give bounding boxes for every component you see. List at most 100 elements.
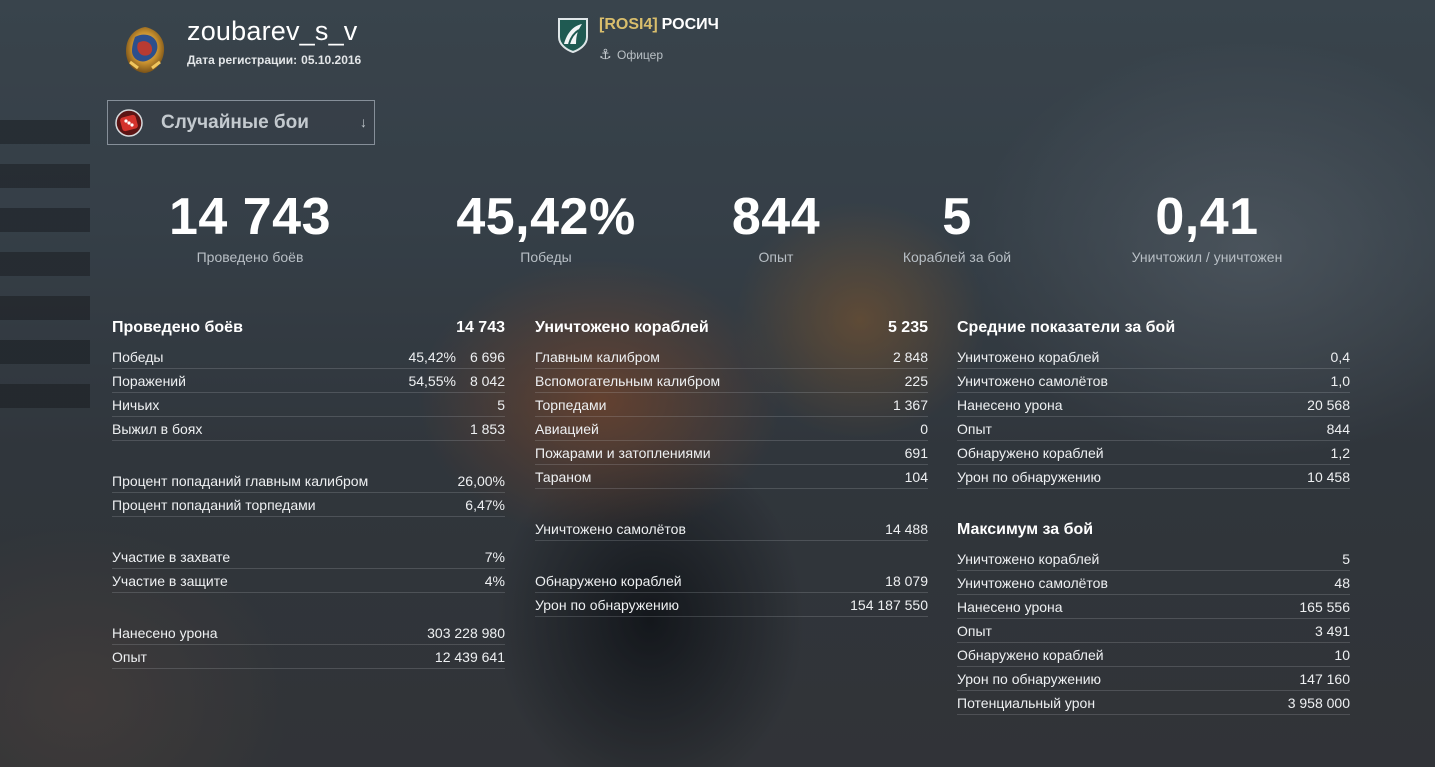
stat-name: Авиацией [535, 421, 599, 437]
summary-ships-per-battle: 5 Кораблей за бой [887, 190, 1027, 265]
stat-value: 10 [1334, 647, 1350, 663]
stat-value: 3 958 000 [1287, 695, 1350, 711]
stat-name: Участие в защите [112, 573, 228, 589]
random-battles-icon [114, 108, 144, 138]
stat-value: 1 853 [469, 421, 505, 437]
registration-date: Дата регистрации: 05.10.2016 [187, 53, 361, 67]
stat-name: Опыт [957, 623, 992, 639]
summary-label: Победы [520, 249, 572, 265]
stat-name: Участие в захвате [112, 549, 231, 565]
stat-row: Поражений 54,55% 8 042 [112, 369, 505, 393]
section-total: 5 235 [887, 319, 928, 336]
stat-value: 1,2 [1330, 445, 1350, 461]
arrow-down-icon: ↓ [360, 114, 367, 130]
stat-value: 165 556 [1299, 599, 1350, 615]
stat-value: 26,00% [457, 473, 505, 489]
stat-name: Выжил в боях [112, 421, 203, 437]
stat-value: 154 187 550 [850, 597, 928, 613]
summary-kd-ratio: 0,41 Уничтожил / уничтожен [1117, 190, 1297, 265]
stat-name: Нанесено урона [112, 625, 218, 641]
stat-row: Урон по обнаружению 147 160 [957, 667, 1350, 691]
stat-row: Опыт 844 [957, 417, 1350, 441]
stat-value: 5 [497, 397, 505, 413]
section-header: Максимум за бой [957, 517, 1350, 539]
section-header: Проведено боёв 14 743 [112, 315, 505, 337]
stat-row: Ничьих 5 [112, 393, 505, 417]
stat-row: Выжил в боях 1 853 [112, 417, 505, 441]
stat-row: Нанесено урона 20 568 [957, 393, 1350, 417]
stat-name: Нанесено урона [957, 599, 1063, 615]
stat-value: 10 458 [1307, 469, 1350, 485]
destroyed-stats-column: Уничтожено кораблей 5 235 Главным калибр… [535, 315, 928, 617]
stat-value: 104 [904, 469, 928, 485]
stat-name: Урон по обнаружению [957, 469, 1102, 485]
stat-name: Обнаружено кораблей [957, 647, 1104, 663]
stat-value: 6 696 [469, 349, 505, 365]
stat-name: Процент попаданий торпедами [112, 497, 316, 513]
stat-name: Опыт [957, 421, 992, 437]
summary-value: 0,41 [1155, 188, 1259, 246]
clan-role-label: Офицер [617, 48, 663, 62]
stat-row: Обнаружено кораблей 10 [957, 643, 1350, 667]
stat-row: Уничтожено кораблей 5 [957, 547, 1350, 571]
stat-name: Процент попаданий главным калибром [112, 473, 369, 489]
stat-value: 7% [484, 549, 505, 565]
stat-row: Опыт 12 439 641 [112, 645, 505, 669]
stat-row: Урон по обнаружению 10 458 [957, 465, 1350, 489]
stat-name: Уничтожено самолётов [957, 575, 1108, 591]
player-emblem-icon [120, 24, 170, 76]
stat-row: Уничтожено самолётов 1,0 [957, 369, 1350, 393]
stat-name: Вспомогательным калибром [535, 373, 721, 389]
stat-row: Участие в захвате 7% [112, 545, 505, 569]
stat-percent: 54,55% [408, 373, 456, 389]
anchor-icon: ⚓ [599, 46, 612, 62]
stat-name: Урон по обнаружению [535, 597, 680, 613]
section-title: Максимум за бой [957, 521, 1094, 538]
stat-row: Уничтожено самолётов 14 488 [535, 517, 928, 541]
stat-value: 12 439 641 [434, 649, 505, 665]
summary-value: 844 [731, 188, 821, 246]
section-title: Уничтожено кораблей [535, 319, 709, 336]
stat-name: Уничтожено кораблей [957, 551, 1100, 567]
stat-row: Главным калибром 2 848 [535, 345, 928, 369]
section-title: Средние показатели за бой [957, 319, 1176, 336]
stat-value: 303 228 980 [427, 625, 505, 641]
summary-label: Уничтожил / уничтожен [1131, 249, 1283, 265]
stat-row: Торпедами 1 367 [535, 393, 928, 417]
stat-row: Урон по обнаружению 154 187 550 [535, 593, 928, 617]
battles-stats-column: Проведено боёв 14 743 Победы 45,42% 6 69… [112, 315, 505, 669]
summary-label: Опыт [758, 249, 794, 265]
clan-name[interactable]: РОСИЧ [661, 16, 719, 33]
stat-name: Победы [112, 349, 164, 365]
stat-value: 8 042 [469, 373, 505, 389]
stat-row: Уничтожено самолётов 48 [957, 571, 1350, 595]
battle-type-dropdown[interactable]: Случайные бои ↓ [107, 100, 375, 145]
stat-row: Авиацией 0 [535, 417, 928, 441]
clan-tag[interactable]: [ROSI4] [599, 16, 658, 33]
summary-winrate: 45,42% Победы [446, 190, 646, 265]
stat-value: 3 491 [1314, 623, 1350, 639]
stat-value: 4% [484, 573, 505, 589]
stat-name: Потенциальный урон [957, 695, 1096, 711]
stat-row: Тараном 104 [535, 465, 928, 489]
section-header: Средние показатели за бой [957, 315, 1350, 337]
stat-value: 147 160 [1299, 671, 1350, 687]
stat-value: 225 [904, 373, 928, 389]
registration-date-value: 05.10.2016 [301, 53, 362, 67]
stat-name: Уничтожено кораблей [957, 349, 1100, 365]
stat-name: Опыт [112, 649, 147, 665]
per-battle-stats-column: Средние показатели за бой Уничтожено кор… [957, 315, 1350, 715]
stat-value: 18 079 [885, 573, 928, 589]
summary-label: Кораблей за бой [902, 249, 1012, 265]
stat-value: 691 [904, 445, 928, 461]
stat-name: Тараном [535, 469, 592, 485]
stat-value: 48 [1334, 575, 1350, 591]
summary-battles: 14 743 Проведено боёв [160, 190, 340, 265]
clan-title[interactable]: [ROSI4] РОСИЧ [599, 16, 719, 34]
background-detail [0, 120, 90, 420]
stat-value: 0 [920, 421, 928, 437]
stat-name: Урон по обнаружению [957, 671, 1102, 687]
stat-name: Торпедами [535, 397, 607, 413]
stat-value: 1 367 [892, 397, 928, 413]
stat-value: 20 568 [1307, 397, 1350, 413]
